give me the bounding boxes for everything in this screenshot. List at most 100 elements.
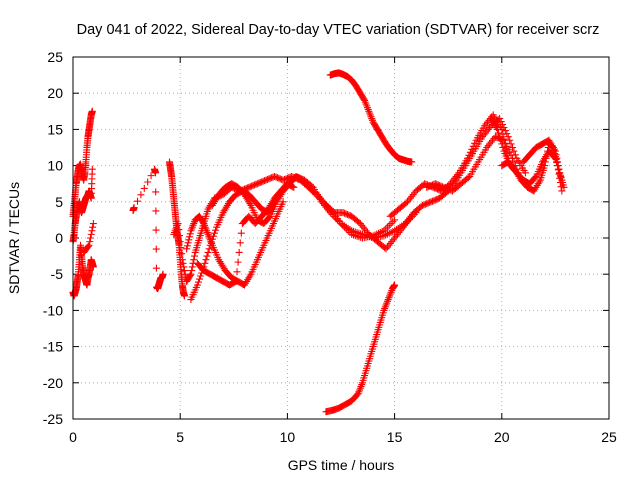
data-point (290, 183, 298, 191)
series-early-arc-1 (69, 107, 96, 220)
data-point (190, 256, 198, 264)
x-tick-label: 15 (387, 429, 403, 445)
data-point (152, 264, 160, 272)
data-point (521, 169, 529, 177)
x-tick-label: 0 (69, 429, 77, 445)
data-point (554, 162, 562, 170)
data-point (197, 272, 205, 280)
y-tick-label: -5 (51, 266, 64, 282)
data-point (503, 130, 511, 138)
data-point (496, 115, 504, 123)
data-point (204, 248, 212, 256)
data-point (501, 127, 509, 135)
data-point (180, 292, 188, 300)
data-point (507, 140, 515, 148)
data-point (177, 244, 185, 252)
y-tick-label: 0 (55, 230, 63, 246)
data-point (555, 165, 563, 173)
data-point (203, 252, 211, 260)
data-point (188, 267, 196, 275)
data-point (497, 136, 505, 144)
x-tick-label: 5 (176, 429, 184, 445)
data-point (360, 95, 368, 103)
y-tick-label: 5 (55, 194, 63, 210)
series-ascending-low-arc (322, 281, 399, 416)
data-point (174, 220, 182, 228)
data-point (391, 216, 399, 224)
data-point (89, 223, 97, 231)
data-point (179, 259, 187, 267)
data-point (152, 245, 160, 253)
data-point (144, 178, 152, 186)
data-point (199, 218, 207, 226)
data-point (232, 277, 240, 285)
y-tick-label: 20 (47, 85, 63, 101)
data-point (201, 259, 209, 267)
data-point (183, 242, 191, 250)
data-point (552, 151, 560, 159)
data-point (231, 278, 239, 286)
data-point (184, 239, 192, 247)
data-point (504, 145, 512, 153)
series-evening-arc-e (208, 172, 416, 253)
data-point (176, 238, 184, 246)
data-point (183, 245, 191, 253)
data-point (496, 133, 504, 141)
x-tick-label: 25 (601, 429, 617, 445)
plot-frame (72, 56, 610, 420)
data-point (495, 129, 503, 137)
data-point (551, 147, 559, 155)
y-tick-label: -10 (43, 302, 63, 318)
series-early-isolated (80, 220, 97, 256)
data-point (408, 158, 416, 166)
data-point (504, 133, 512, 141)
data-point (137, 191, 145, 199)
y-tick-label: -20 (43, 375, 63, 391)
data-point (152, 169, 160, 177)
data-point (205, 245, 213, 253)
data-point (511, 151, 519, 159)
y-tick-label: -25 (43, 411, 63, 427)
data-point (543, 151, 551, 159)
data-point (88, 107, 96, 115)
data-point (544, 147, 552, 155)
y-tick-label: -15 (43, 339, 63, 355)
data-point (501, 139, 509, 147)
data-point (391, 281, 399, 289)
series-mid-fragments (129, 165, 167, 293)
data-point (186, 230, 194, 238)
data-point (190, 252, 198, 260)
data-point (510, 147, 518, 155)
data-point (193, 281, 201, 289)
data-point (233, 268, 241, 276)
y-tick-label: 10 (47, 158, 63, 174)
data-point (152, 207, 160, 215)
data-point (88, 227, 96, 235)
data-point (187, 270, 195, 278)
data-point (84, 242, 92, 250)
data-point (237, 229, 245, 237)
grid (73, 57, 609, 419)
data-point (178, 256, 186, 264)
data-point (186, 271, 194, 279)
data-point (279, 198, 287, 206)
data-point (147, 172, 155, 180)
data-point (212, 226, 220, 234)
data-point (506, 148, 514, 156)
data-point (558, 187, 566, 195)
y-axis-label: SDTVAR / TECUs (6, 182, 22, 294)
data-point (560, 183, 568, 191)
data-point (175, 232, 183, 240)
x-axis-label: GPS time / hours (288, 457, 395, 473)
series-early-arc-2 (69, 165, 96, 246)
data-point (497, 118, 505, 126)
x-tick-label: 20 (494, 429, 510, 445)
chart-title: Day 041 of 2022, Sidereal Day-to-day VTE… (77, 22, 600, 38)
data-point (509, 144, 517, 151)
data-point (185, 233, 193, 241)
data-point (85, 241, 93, 249)
series-early-arc-3 (69, 241, 97, 300)
data-point (195, 275, 203, 283)
